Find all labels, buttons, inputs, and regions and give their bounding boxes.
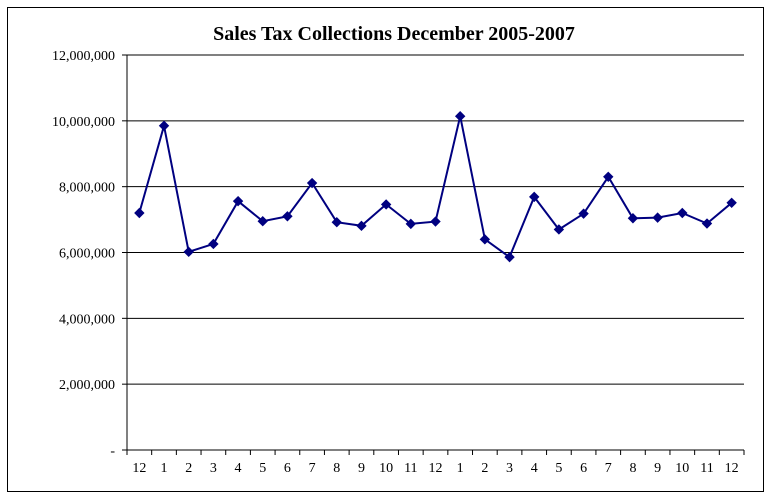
chart-title: Sales Tax Collections December 2005-2007 — [213, 23, 575, 45]
x-tick-label: 10 — [379, 461, 393, 476]
x-tick-label: 11 — [700, 461, 713, 476]
x-tick-label: 2 — [185, 461, 192, 476]
x-tick-label: 7 — [309, 461, 316, 476]
y-tick-label: 4,000,000 — [59, 312, 115, 327]
x-tick-label: 5 — [555, 461, 562, 476]
x-tick-label: 12 — [429, 461, 443, 476]
data-point-marker — [652, 212, 663, 223]
data-point-marker — [208, 238, 219, 250]
data-point-marker — [529, 191, 540, 203]
x-tick-label: 12 — [725, 461, 739, 476]
data-point-marker — [134, 207, 145, 219]
x-tick-label: 11 — [404, 461, 417, 476]
data-point-marker — [331, 217, 342, 228]
x-tick-label: 12 — [132, 461, 146, 476]
y-tick-label: 2,000,000 — [59, 378, 115, 393]
data-point-marker — [257, 216, 268, 227]
series-layer — [134, 111, 737, 263]
axes — [122, 54, 745, 455]
y-tick-label: 10,000,000 — [52, 115, 115, 130]
x-tick-label: 9 — [654, 461, 661, 476]
data-point-marker — [430, 216, 441, 227]
x-tick-label: 5 — [259, 461, 266, 476]
data-point-marker — [553, 224, 565, 235]
x-tick-label: 6 — [580, 461, 587, 476]
data-point-marker — [627, 213, 639, 224]
y-tick-label: 12,000,000 — [52, 49, 115, 64]
data-point-marker — [677, 207, 688, 219]
data-point-marker — [504, 251, 515, 263]
x-tick-label: 9 — [358, 461, 365, 476]
data-point-marker — [479, 234, 491, 245]
y-tick-label: 6,000,000 — [59, 247, 115, 262]
x-tick-label: 4 — [531, 461, 538, 476]
x-tick-label: 7 — [605, 461, 612, 476]
data-point-marker — [306, 177, 318, 189]
y-axis-tick-labels: - 2,000,000 4,000,000 6,000,000 8,000,000 10,… — [52, 49, 115, 459]
x-tick-label: 10 — [675, 461, 689, 476]
y-tick-label: 8,000,000 — [59, 181, 115, 196]
x-tick-label: 8 — [333, 461, 340, 476]
x-tick-label: 3 — [506, 461, 513, 476]
data-point-marker — [282, 211, 293, 222]
chart-frame: Sales Tax Collections December 2005-2007… — [7, 7, 764, 492]
data-point-marker — [183, 246, 194, 258]
data-point-marker — [356, 220, 367, 232]
data-point-marker — [232, 195, 244, 207]
data-point-marker — [701, 218, 713, 229]
x-tick-label: 1 — [161, 461, 168, 476]
data-point-marker — [578, 208, 589, 219]
x-tick-label: 6 — [284, 461, 291, 476]
gridlines — [127, 54, 744, 385]
data-point-marker — [454, 111, 466, 122]
x-axis-tick-labels: 12 1 2 3 4 5 6 7 8 9 10 11 12 1 2 3 4 5 6 7 8 9 10 11 12 — [132, 461, 738, 476]
x-tick-label: 4 — [235, 461, 242, 476]
x-tick-label: 8 — [629, 461, 636, 476]
data-point-marker — [405, 218, 417, 230]
data-point-marker — [158, 120, 170, 131]
x-tick-label: 1 — [457, 461, 464, 476]
line-chart: Sales Tax Collections December 2005-2007… — [52, 23, 745, 476]
x-tick-label: 3 — [210, 461, 217, 476]
y-tick-label: - — [110, 444, 115, 459]
data-point-marker — [603, 171, 614, 182]
x-tick-label: 2 — [481, 461, 488, 476]
data-point-marker — [380, 199, 392, 210]
data-point-marker — [726, 197, 737, 209]
